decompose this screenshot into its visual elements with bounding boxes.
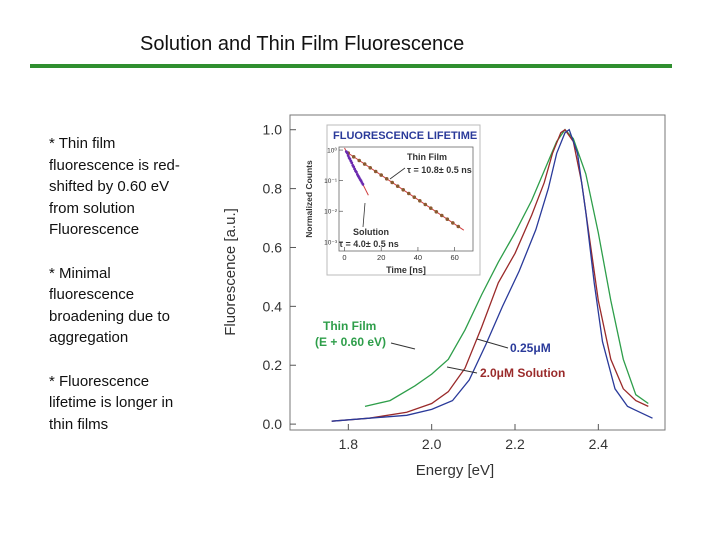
inset-y-tick-label: 10⁻³	[324, 239, 338, 246]
bullet-redshift: * Thin film fluorescence is red-shifted …	[49, 135, 180, 238]
inset-point-0	[362, 162, 367, 166]
inset-solution-label: Solution	[353, 227, 389, 237]
solution-low-label: 0.25μM	[510, 341, 551, 355]
inset-y-ticks: 10⁰ 10⁻¹ 10⁻² 10⁻³	[324, 147, 343, 246]
inset-point-0	[395, 184, 400, 188]
inset-point-0	[401, 188, 405, 192]
inset-point-0	[429, 206, 433, 210]
inset-point-1	[346, 154, 350, 157]
main-y-tick-label: 0.8	[263, 181, 283, 197]
main-y-tick-label: 0.4	[263, 298, 283, 314]
main-series-group	[331, 128, 653, 422]
solution-high-arrow	[446, 366, 478, 374]
main-x-tick-label: 2.0	[422, 436, 442, 452]
inset-x-label: Time [ns]	[386, 265, 426, 275]
main-y-tick-label: 0.0	[263, 416, 283, 432]
inset-thin-film-arrow	[389, 167, 406, 180]
inset-solution-arrow	[362, 202, 366, 228]
slide-title: Solution and Thin Film Fluorescence	[140, 33, 465, 55]
inset-point-1	[345, 151, 349, 155]
inset-point-0	[373, 169, 378, 174]
main-x-tick-label: 2.2	[505, 436, 525, 452]
main-series-line-2	[331, 128, 653, 422]
inset-point-0	[418, 199, 422, 203]
main-x-ticks: 1.8 2.0 2.2 2.4	[339, 424, 609, 452]
inset-point-0	[456, 224, 461, 229]
inset-point-0	[407, 191, 411, 196]
inset-x-tick-label: 0	[342, 253, 346, 262]
inset-y-label: Normalized Counts	[304, 160, 314, 238]
thin-film-arrow	[390, 342, 416, 350]
inset-point-0	[390, 180, 394, 185]
title-underline	[30, 64, 672, 68]
inset-y-tick-label: 10⁻²	[324, 209, 338, 216]
inset-thin-film-label: Thin Film	[407, 152, 447, 162]
main-x-tick-label: 2.4	[589, 436, 609, 452]
inset-point-1	[361, 182, 365, 186]
inset-series-group	[344, 147, 465, 231]
inset-x-tick-label: 40	[414, 253, 422, 262]
inset-point-0	[451, 221, 455, 225]
bullet-lifetime: * Fluorescence lifetime is longer in thi…	[49, 372, 174, 433]
main-y-tick-label: 1.0	[263, 122, 283, 138]
inset-point-0	[445, 217, 450, 221]
solution-low-arrow	[476, 338, 509, 349]
inset-point-1	[352, 165, 356, 169]
main-y-tick-label: 0.2	[263, 357, 283, 373]
inset-point-0	[368, 166, 372, 170]
thin-film-shift-label: (E + 0.60 eV)	[315, 335, 386, 349]
main-y-tick-label: 0.6	[263, 239, 283, 255]
fluorescence-chart: 0.0 0.2 0.4 0.6 0.8 1.0 1.8 2.0 2.2 2.4 Energy […	[222, 114, 666, 479]
inset-y-tick-label: 10⁰	[327, 147, 337, 155]
bullet-list: * Thin film fluorescence is red-shifted …	[49, 133, 199, 457]
inset-point-0	[379, 173, 383, 177]
main-series-line-0	[364, 128, 649, 408]
inset-point-0	[423, 202, 428, 207]
inset-plot-frame	[338, 146, 474, 252]
solution-high-label: 2.0μM Solution	[480, 366, 565, 380]
inset-thin-film-tau: τ = 10.8± 0.5 ns	[407, 165, 472, 175]
thin-film-label: Thin Film	[323, 319, 376, 333]
inset-y-tick-label: 10⁻¹	[324, 178, 338, 185]
inset-solution-tau: τ = 4.0± 0.5 ns	[339, 239, 399, 249]
inset-x-tick-label: 60	[450, 253, 458, 262]
main-y-label: Fluorescence [a.u.]	[222, 208, 239, 336]
inset-x-ticks: 0 20 40 60	[342, 247, 459, 262]
main-y-ticks: 0.0 0.2 0.4 0.6 0.8 1.0	[263, 122, 296, 432]
inset-point-0	[384, 177, 389, 181]
bullet-broadening: * Minimal fluorescence broadening due to…	[49, 264, 170, 347]
inset-title: FLUORESCENCE LIFETIME	[333, 130, 477, 142]
inset-x-tick-label: 20	[377, 253, 385, 262]
main-x-label: Energy [eV]	[416, 462, 494, 479]
main-series-line-1	[331, 128, 649, 422]
inset-point-0	[434, 210, 439, 214]
inset-point-0	[440, 213, 444, 218]
inset-point-0	[351, 155, 356, 159]
inset-point-0	[357, 158, 361, 163]
inset-point-0	[412, 195, 417, 199]
inset-point-1	[350, 161, 354, 165]
main-x-tick-label: 1.8	[339, 436, 359, 452]
inset-point-1	[355, 170, 358, 174]
